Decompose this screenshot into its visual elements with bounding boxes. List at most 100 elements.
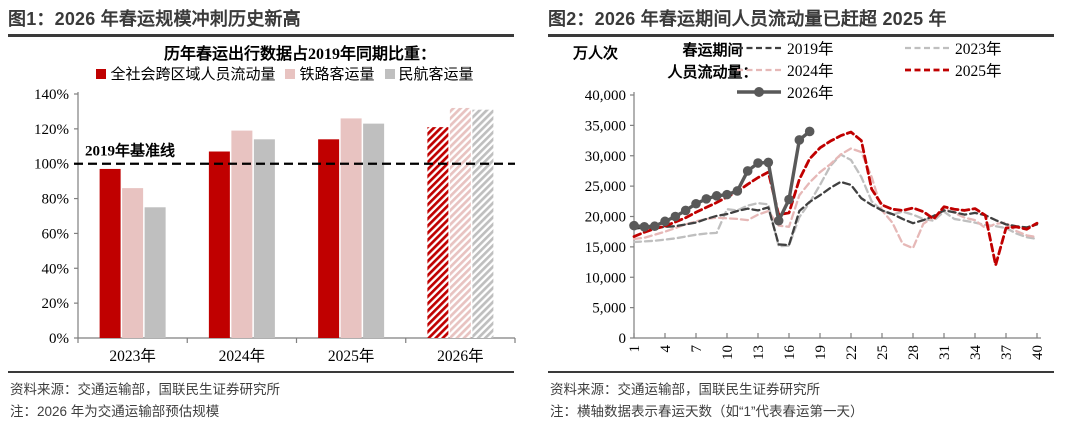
legend-line-sample	[737, 68, 781, 72]
legend-item-2025年: 2025年	[904, 59, 1054, 81]
legend-line-sample	[737, 46, 781, 50]
svg-text:15,000: 15,000	[585, 240, 626, 256]
legend-label: 铁路客运量	[299, 67, 375, 83]
figure2-source-rule	[548, 371, 1054, 373]
figure1-source: 资料来源：交通运输部，国联民生证券研究所	[10, 382, 280, 397]
svg-text:16: 16	[782, 345, 798, 361]
legend-line-sample	[905, 68, 949, 72]
svg-text:0: 0	[619, 331, 627, 347]
legend-item-民航客运量: 民航客运量	[384, 63, 474, 84]
bar-2025年-铁路客运量	[340, 118, 362, 339]
svg-text:30,000: 30,000	[585, 149, 626, 165]
svg-text:20,000: 20,000	[585, 210, 626, 226]
figure2-legend-title-line1: 春运期间	[682, 43, 743, 59]
marker-2026年-day4	[660, 216, 670, 227]
svg-text:40: 40	[1030, 345, 1046, 360]
svg-text:7: 7	[689, 345, 705, 353]
figure1-bar-chart: 0% 20% 40% 60% 80% 100% 120% 140% 2023年 2024年 2025…	[34, 87, 516, 365]
figure1-title: 图1：2026 年春运规模冲刺历史新高	[8, 5, 514, 37]
svg-text:100%: 100%	[34, 157, 69, 173]
svg-text:10,000: 10,000	[585, 270, 626, 286]
marker-2026年-day11	[732, 186, 743, 196]
svg-text:120%: 120%	[34, 122, 69, 138]
svg-text:28: 28	[906, 345, 922, 360]
legend-label: 2023年	[955, 41, 1002, 58]
svg-text:34: 34	[968, 345, 984, 361]
figure1-chart-subtitle: 历年春运出行数据占2019年同期比重：	[163, 46, 436, 63]
legend-label: 2019年	[787, 41, 834, 58]
svg-text:1: 1	[627, 345, 643, 353]
legend-item-2026年: 2026年	[736, 81, 904, 103]
svg-text:140%: 140%	[34, 87, 69, 103]
marker-2026年-day8	[701, 194, 712, 204]
legend-item-铁路客运量: 铁路客运量	[285, 63, 375, 84]
figure1-legend: 全社会跨区域人员流动量 铁路客运量 民航客运量	[30, 63, 540, 84]
figure1-note: 注：2026 年为交通运输部预估规模	[10, 404, 220, 419]
svg-text:2025年: 2025年	[328, 347, 375, 365]
legend-label: 全社会跨区域人员流动量	[110, 67, 276, 83]
marker-2026年-day15	[773, 215, 784, 226]
svg-text:25: 25	[875, 345, 891, 360]
svg-text:25,000: 25,000	[585, 179, 626, 195]
figure1-source-rule	[8, 371, 514, 373]
marker-2026年-day14	[763, 157, 774, 168]
bar-2025年-民航客运量	[363, 123, 385, 338]
marker-2026年-day6	[680, 205, 691, 216]
figure2-legend: 2019年 2023年 2024年 2025年 2026年	[736, 37, 1054, 103]
svg-text:2019年基准线: 2019年基准线	[85, 142, 175, 160]
svg-text:31: 31	[937, 345, 953, 360]
panel-figure2: 图2：2026 年春运期间人员流动量已赶超 2025 年 万人次 春运期间 人员…	[540, 0, 1080, 434]
bar-2026年-民航客运量	[472, 109, 494, 338]
svg-text:13: 13	[751, 345, 767, 360]
svg-text:40,000: 40,000	[585, 88, 626, 104]
svg-text:2023年: 2023年	[109, 347, 156, 365]
svg-text:10: 10	[720, 345, 736, 360]
legend-item-2023年: 2023年	[904, 37, 1054, 59]
series-2025年	[632, 130, 1039, 267]
bar-2026年-全社会跨区域人员流动量	[427, 127, 449, 338]
figure2-unit-label: 万人次	[573, 46, 619, 62]
figure2-line-chart: 0 5,000 10,000 15,000 20,000 25,000 30,000 35,0…	[585, 88, 1046, 361]
svg-text:2024年: 2024年	[219, 347, 266, 365]
legend-label: 民航客运量	[398, 67, 474, 83]
legend-item-2024年: 2024年	[736, 59, 904, 81]
marker-2026年-day1	[629, 220, 639, 231]
legend-line-sample	[737, 87, 781, 97]
marker-2026年-day3	[649, 221, 660, 232]
marker-2026年-day12	[742, 166, 753, 176]
svg-text:19: 19	[813, 345, 829, 360]
svg-text:40%: 40%	[42, 261, 70, 277]
series-2023年	[632, 153, 1039, 248]
marker-2026年-day17	[794, 135, 805, 145]
panel-figure1: 图1：2026 年春运规模冲刺历史新高 历年春运出行数据占2019年同期比重： …	[8, 5, 540, 419]
figure2-title: 图2：2026 年春运期间人员流动量已赶超 2025 年	[548, 5, 1054, 37]
legend-label: 2024年	[787, 63, 834, 80]
figure2-source: 资料来源：交通运输部，国联民生证券研究所	[550, 382, 820, 397]
svg-text:22: 22	[844, 345, 860, 360]
legend-line-sample	[905, 46, 949, 50]
svg-text:0%: 0%	[49, 331, 69, 347]
figure2-legend-title: 春运期间 人员流动量：	[650, 40, 775, 84]
figure2-legend-title-line2: 人员流动量：	[667, 65, 758, 81]
bar-2024年-民航客运量	[253, 139, 275, 338]
svg-text:37: 37	[999, 345, 1015, 361]
marker-2026年-day2	[639, 222, 650, 232]
legend-swatch	[384, 68, 395, 79]
bar-2026年-铁路客运量	[449, 107, 471, 338]
svg-text:35,000: 35,000	[585, 118, 626, 134]
bar-2024年-全社会跨区域人员流动量	[208, 151, 230, 338]
legend-label: 2026年	[787, 85, 834, 102]
marker-2026年-day7	[691, 198, 701, 209]
legend-item-全社会跨区域人员流动量: 全社会跨区域人员流动量	[96, 63, 275, 84]
legend-swatch	[96, 68, 107, 79]
figure2-note: 注：横轴数据表示春运天数（如“1”代表春运第一天）	[550, 404, 864, 419]
svg-text:5,000: 5,000	[592, 301, 626, 317]
bar-2023年-全社会跨区域人员流动量	[99, 168, 121, 338]
marker-2026年-day10	[722, 189, 732, 200]
svg-text:60%: 60%	[42, 226, 70, 242]
bar-2023年-铁路客运量	[122, 188, 144, 338]
svg-text:80%: 80%	[42, 192, 70, 208]
marker-2026年-day9	[711, 191, 722, 201]
series-2026年	[632, 129, 812, 229]
